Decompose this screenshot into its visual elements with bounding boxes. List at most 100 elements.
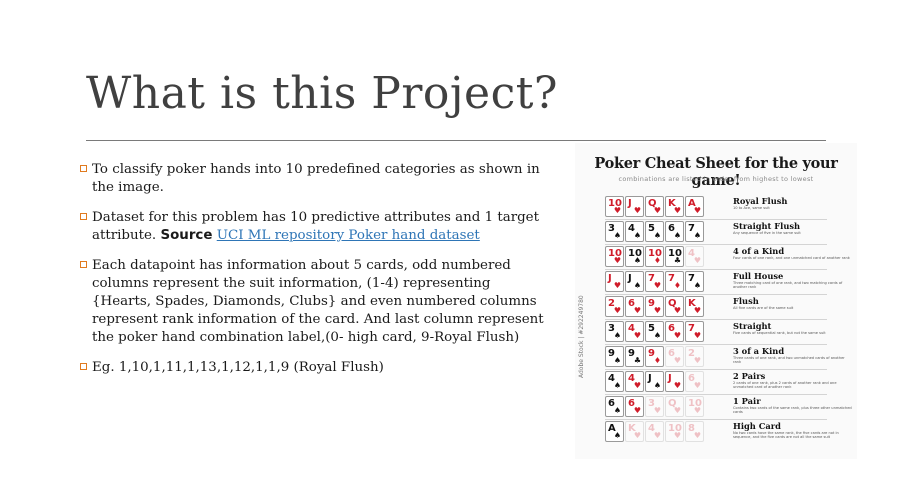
hand-name: 4 of a Kind bbox=[733, 246, 785, 256]
hand-description: 10 to Ace, same suit bbox=[733, 206, 770, 210]
playing-card: A ♥ bbox=[685, 196, 704, 217]
hand-name: Full House bbox=[733, 271, 784, 281]
card-suit-icon: ♠ bbox=[613, 431, 621, 440]
card-suit-icon: ♠ bbox=[613, 231, 621, 240]
card-suit-icon: ♦ bbox=[673, 281, 681, 290]
card-rank: 6 bbox=[628, 398, 635, 409]
card-suit-icon: ♥ bbox=[693, 381, 701, 390]
playing-card: 6 ♥ bbox=[625, 396, 644, 417]
hand-row: A ♠ K ♥ 4 ♥ 10 ♥ 8 ♥ High Card No two cards have th… bbox=[605, 421, 855, 443]
card-rank: 4 bbox=[628, 223, 635, 234]
hand-row: 10 ♥ 10 ♠ 10 ♦ 10 ♣ 4 ♥ 4 of a Kind Four cards of o… bbox=[605, 246, 855, 268]
card-suit-icon: ♥ bbox=[693, 256, 701, 265]
card-rank: A bbox=[688, 198, 696, 209]
playing-card: J ♥ bbox=[605, 271, 624, 292]
source-label: Source bbox=[160, 228, 213, 243]
hand-name: High Card bbox=[733, 421, 781, 431]
card-suit-icon: ♦ bbox=[653, 256, 661, 265]
playing-card: 6 ♥ bbox=[665, 346, 684, 367]
card-suit-icon: ♣ bbox=[673, 256, 681, 265]
card-rank: 6 bbox=[668, 223, 675, 234]
hand-row: J ♥ J ♠ 7 ♥ 7 ♦ 7 ♠ Full House Three matching card … bbox=[605, 271, 855, 293]
card-suit-icon: ♥ bbox=[673, 206, 681, 215]
card-rank: 4 bbox=[648, 423, 655, 434]
card-rank: 6 bbox=[668, 348, 675, 359]
bullet-text: To classify poker hands into 10 predefin… bbox=[92, 162, 540, 195]
card-suit-icon: ♥ bbox=[613, 281, 621, 290]
hand-description: 2 cards of one rank, plus 2 cards of ano… bbox=[733, 381, 837, 390]
card-rank: 2 bbox=[608, 298, 615, 309]
card-suit-icon: ♥ bbox=[653, 306, 661, 315]
hand-name: Straight Flush bbox=[733, 221, 801, 231]
card-suit-icon: ♥ bbox=[633, 306, 641, 315]
row-divider bbox=[605, 219, 827, 220]
playing-card: J ♠ bbox=[645, 371, 664, 392]
card-rank: 7 bbox=[648, 273, 655, 284]
square-bullet-icon bbox=[80, 363, 87, 370]
playing-card: J ♥ bbox=[625, 196, 644, 217]
card-rank: Q bbox=[648, 198, 657, 209]
card-suit-icon: ♥ bbox=[673, 331, 681, 340]
card-suit-icon: ♥ bbox=[673, 306, 681, 315]
card-rank: 4 bbox=[628, 373, 635, 384]
card-rank: J bbox=[628, 198, 632, 209]
card-suit-icon: ♠ bbox=[613, 406, 621, 415]
row-divider bbox=[605, 319, 827, 320]
bullet-text: Dataset for this problem has 10 predicti… bbox=[92, 210, 539, 243]
playing-card: 5 ♠ bbox=[645, 321, 664, 342]
playing-card: K ♥ bbox=[685, 296, 704, 317]
hand-row: 3 ♠ 4 ♠ 5 ♠ 6 ♠ 7 ♠ Straight Flush Any sequence of … bbox=[605, 221, 855, 243]
card-rank: 6 bbox=[668, 323, 675, 334]
card-rank: 10 bbox=[688, 398, 702, 409]
card-rank: Q bbox=[668, 298, 677, 309]
playing-card: 10 ♠ bbox=[625, 246, 644, 267]
card-suit-icon: ♠ bbox=[613, 331, 621, 340]
playing-card: 6 ♠ bbox=[665, 221, 684, 242]
card-rank: 7 bbox=[688, 323, 695, 334]
hand-description: Three cards of one rank, and two unmatch… bbox=[733, 356, 845, 365]
hand-description: Four cards of one rank, and one unmatche… bbox=[733, 256, 850, 260]
card-rank: 7 bbox=[688, 223, 695, 234]
row-divider bbox=[605, 344, 827, 345]
card-rank: 8 bbox=[688, 423, 695, 434]
row-divider bbox=[605, 269, 827, 270]
card-rank: 9 bbox=[648, 298, 655, 309]
title-divider bbox=[86, 140, 826, 141]
playing-card: 10 ♥ bbox=[665, 421, 684, 442]
card-rank: 3 bbox=[648, 398, 655, 409]
hand-row: 2 ♥ 6 ♥ 9 ♥ Q ♥ K ♥ Flush All five cards are of the… bbox=[605, 296, 855, 318]
card-rank: 5 bbox=[648, 223, 655, 234]
card-suit-icon: ♠ bbox=[613, 381, 621, 390]
hand-name: 2 Pairs bbox=[733, 371, 766, 381]
hand-description: Five cards of sequential rank, but not t… bbox=[733, 331, 826, 335]
bullet-item: To classify poker hands into 10 predefin… bbox=[80, 161, 550, 197]
card-suit-icon: ♦ bbox=[653, 356, 661, 365]
bullet-item: Eg. 1,10,1,11,1,13,1,12,1,1,9 (Royal Flu… bbox=[80, 359, 550, 377]
square-bullet-icon bbox=[80, 261, 87, 268]
card-rank: 10 bbox=[628, 248, 642, 259]
hand-row: 9 ♠ 9 ♣ 9 ♦ 6 ♥ 2 ♥ 3 of a Kind Three cards of one … bbox=[605, 346, 855, 368]
card-rank: J bbox=[668, 373, 672, 384]
dataset-link[interactable]: UCI ML repository Poker hand dataset bbox=[216, 228, 480, 243]
hand-description: Contains two cards of the same rank, plu… bbox=[733, 406, 852, 415]
card-suit-icon: ♠ bbox=[693, 231, 701, 240]
card-rank: 5 bbox=[648, 323, 655, 334]
card-rank: 4 bbox=[688, 248, 695, 259]
card-suit-icon: ♥ bbox=[673, 431, 681, 440]
card-rank: 6 bbox=[628, 298, 635, 309]
playing-card: 3 ♥ bbox=[645, 396, 664, 417]
card-suit-icon: ♥ bbox=[673, 381, 681, 390]
card-rank: J bbox=[648, 373, 652, 384]
card-rank: 9 bbox=[608, 348, 615, 359]
playing-card: 10 ♥ bbox=[685, 396, 704, 417]
card-suit-icon: ♥ bbox=[633, 381, 641, 390]
card-rank: 6 bbox=[608, 398, 615, 409]
hand-name: Royal Flush bbox=[733, 196, 788, 206]
square-bullet-icon bbox=[80, 213, 87, 220]
row-divider bbox=[605, 394, 827, 395]
square-bullet-icon bbox=[80, 165, 87, 172]
playing-card: 6 ♠ bbox=[605, 396, 624, 417]
playing-card: 6 ♥ bbox=[665, 321, 684, 342]
bullet-list: To classify poker hands into 10 predefin… bbox=[80, 161, 550, 389]
card-suit-icon: ♥ bbox=[613, 306, 621, 315]
